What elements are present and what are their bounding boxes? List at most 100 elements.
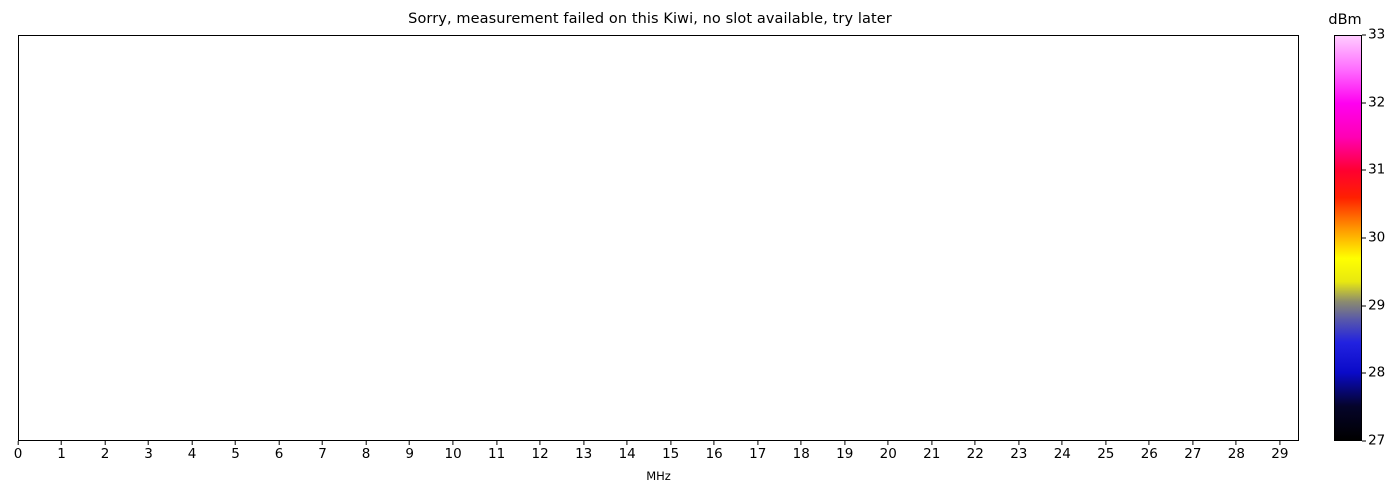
x-tick-label: 10 [444, 446, 462, 463]
tick-mark-icon [1018, 441, 1020, 445]
x-axis-label: MHz [646, 469, 671, 483]
tick-mark-icon [670, 441, 672, 445]
x-tick-label: 17 [749, 446, 767, 463]
tick-mark-icon [322, 441, 324, 445]
x-tick-label: 19 [836, 446, 854, 463]
colorbar-tick-30: 30 [1362, 229, 1386, 246]
tick-mark-icon [1362, 34, 1366, 36]
x-tick-label: 16 [705, 446, 723, 463]
x-tick-label: 9 [405, 446, 414, 463]
x-tick-9: 9 [405, 441, 414, 462]
colorbar-ticks: 27 28 29 30 31 32 33 [1362, 27, 1400, 448]
tick-mark-icon [147, 441, 150, 445]
x-tick-12: 12 [532, 441, 549, 462]
tick-mark-icon [1105, 441, 1107, 445]
x-tick-label: 21 [923, 446, 941, 463]
x-tick-label: 20 [879, 446, 897, 463]
colorbar-tick-label: 30 [1368, 229, 1386, 246]
tick-mark-icon [1061, 441, 1063, 445]
tick-mark-icon [757, 441, 759, 445]
x-tick-15: 15 [662, 441, 679, 462]
x-tick-25: 25 [1097, 441, 1114, 462]
x-tick-label: 29 [1271, 446, 1289, 463]
x-tick-20: 20 [880, 441, 897, 462]
tick-mark-icon [234, 441, 237, 445]
x-tick-2: 2 [100, 441, 110, 463]
colorbar-tick-label: 27 [1368, 432, 1386, 449]
page-title: Sorry, measurement failed on this Kiwi, … [408, 11, 892, 27]
tick-mark-icon [713, 441, 715, 445]
x-tick-17: 17 [749, 441, 766, 462]
x-tick-label: 11 [488, 446, 506, 463]
x-tick-4: 4 [187, 441, 197, 463]
tick-mark-icon [1362, 237, 1366, 239]
x-tick-label: 25 [1097, 446, 1115, 463]
x-tick-16: 16 [706, 441, 723, 462]
x-tick-label: 5 [231, 446, 240, 463]
colorbar-tick-label: 31 [1368, 161, 1386, 178]
x-tick-21: 21 [923, 441, 940, 462]
tick-mark-icon [60, 441, 63, 445]
x-tick-label: 15 [662, 446, 680, 463]
tick-mark-icon [1279, 441, 1281, 445]
colorbar[interactable] [1334, 35, 1362, 441]
x-tick-1: 1 [57, 441, 66, 462]
x-tick-label: 23 [1010, 446, 1028, 463]
x-tick-label: 1 [57, 446, 66, 463]
x-tick-10: 10 [445, 441, 462, 462]
x-tick-label: 13 [575, 446, 593, 463]
tick-mark-icon [583, 441, 585, 445]
x-tick-5: 5 [231, 441, 240, 462]
x-axis-ticks: 0 1 2 3 4 5 6 7 8 9 10 11 12 13 14 15 16 17 18 19 20 21 22 23 24… [14, 441, 1299, 481]
x-tick-label: 18 [792, 446, 810, 463]
x-tick-26: 26 [1141, 441, 1158, 462]
x-tick-11: 11 [488, 441, 505, 462]
colorbar-tick-label: 29 [1368, 297, 1386, 314]
tick-mark-icon [974, 441, 976, 445]
x-tick-8: 8 [361, 441, 371, 463]
colorbar-tick-label: 33 [1368, 26, 1386, 43]
x-tick-7: 7 [318, 441, 327, 462]
tick-mark-icon [800, 441, 802, 445]
tick-mark-icon [887, 441, 889, 445]
x-tick-label: 22 [966, 446, 984, 463]
x-tick-13: 13 [575, 441, 592, 462]
tick-mark-icon [1192, 441, 1194, 445]
tick-mark-icon [452, 441, 454, 445]
colorbar-tick-27: 27 [1362, 432, 1386, 449]
x-tick-label: 8 [361, 446, 371, 463]
x-tick-label: 4 [187, 446, 197, 463]
colorbar-gradient [1335, 36, 1361, 440]
x-tick-label: 6 [274, 446, 284, 463]
x-tick-label: 26 [1140, 446, 1158, 463]
tick-mark-icon [496, 441, 498, 445]
x-tick-24: 24 [1054, 441, 1071, 462]
x-tick-0: 0 [14, 441, 22, 462]
tick-mark-icon [365, 441, 367, 445]
tick-mark-icon [1362, 440, 1366, 442]
x-tick-3: 3 [144, 441, 153, 462]
colorbar-tick-29: 29 [1362, 298, 1385, 313]
tick-mark-icon [409, 441, 411, 445]
x-tick-19: 19 [836, 441, 853, 462]
colorbar-tick-33: 33 [1362, 26, 1386, 43]
tick-mark-icon [1362, 305, 1366, 307]
tick-mark-icon [539, 441, 541, 445]
spectrogram-plot-area[interactable] [19, 36, 1298, 440]
x-tick-28: 28 [1228, 441, 1245, 462]
tick-mark-icon [104, 441, 106, 445]
x-tick-label: 24 [1053, 446, 1071, 463]
tick-mark-icon [1362, 169, 1366, 171]
colorbar-tick-31: 31 [1362, 161, 1386, 178]
tick-mark-icon [1362, 102, 1366, 104]
x-tick-14: 14 [619, 441, 636, 462]
x-tick-label: 3 [144, 446, 153, 463]
x-tick-label: 7 [318, 446, 327, 463]
tick-mark-icon [191, 441, 193, 445]
plot-axes[interactable] [18, 35, 1299, 441]
colorbar-label: dBm [1328, 12, 1362, 28]
x-tick-label: 2 [100, 446, 110, 463]
x-tick-22: 22 [967, 441, 984, 462]
x-tick-23: 23 [1010, 441, 1027, 462]
